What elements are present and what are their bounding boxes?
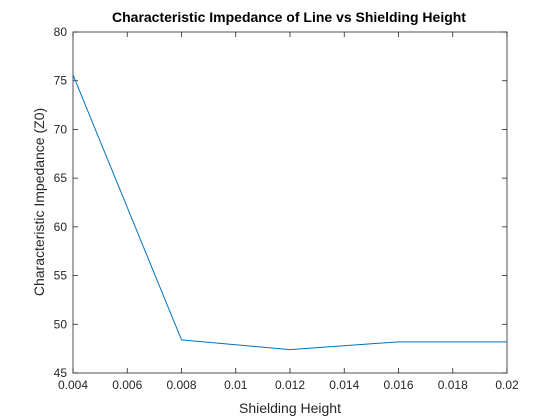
y-tick-label: 60 — [54, 220, 68, 234]
x-tick-label: 0.016 — [383, 378, 413, 392]
y-tick-label: 75 — [54, 74, 68, 88]
y-tick-label: 55 — [54, 269, 68, 283]
series-line-1 — [72, 74, 507, 351]
x-tick-label: 0.01 — [224, 378, 248, 392]
x-axis-title: Shielding Height — [239, 400, 341, 416]
x-tick-label: 0.004 — [58, 378, 88, 392]
x-tick-label: 0.008 — [166, 378, 196, 392]
y-tick-label: 80 — [54, 25, 68, 39]
y-axis-title: Characteristic Impedance (Z0) — [31, 108, 47, 296]
y-tick-label: 45 — [54, 366, 68, 380]
chart-title: Characteristic Impedance of Line vs Shie… — [112, 9, 466, 25]
x-tick-label: 0.014 — [329, 378, 359, 392]
x-tick-label: 0.006 — [112, 378, 142, 392]
y-tick-label: 65 — [54, 171, 68, 185]
x-tick-label: 0.012 — [275, 378, 305, 392]
y-tick-label: 70 — [54, 122, 68, 136]
y-tick-label: 50 — [54, 317, 68, 331]
x-tick-label: 0.02 — [495, 378, 519, 392]
plot-area-box — [72, 31, 508, 374]
x-tick-label: 0.018 — [438, 378, 468, 392]
